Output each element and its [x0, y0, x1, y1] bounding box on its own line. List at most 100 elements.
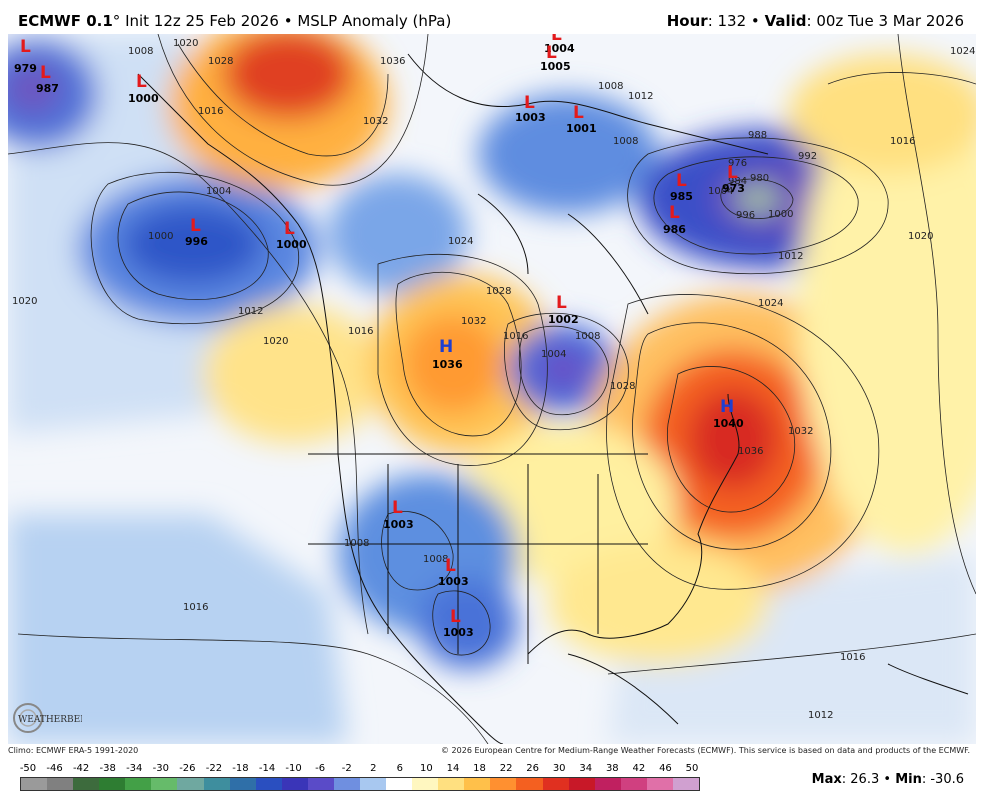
low-symbol: L	[669, 203, 680, 223]
colorbar-segment	[464, 778, 491, 790]
low-value: 1001	[566, 122, 597, 135]
colorbar-segment	[594, 778, 621, 790]
colorbar-segment	[307, 778, 334, 790]
valid-value: : 00z Tue 3 Mar 2026	[806, 12, 965, 30]
colorbar-segment	[568, 778, 595, 790]
colorbar-segment	[151, 778, 178, 790]
title-separator: •	[283, 12, 293, 30]
high-value: 1036	[432, 358, 463, 371]
colorbar-tick-label: 2	[370, 763, 377, 774]
colorbar-tick-label: 30	[552, 763, 566, 774]
colorbar-tick-label: 6	[396, 763, 404, 774]
contour-label: 1032	[788, 426, 813, 437]
high-value: 1040	[713, 417, 744, 430]
colorbar-tick-label: 46	[659, 763, 672, 774]
contour-label: 1012	[808, 710, 833, 721]
colorbar-segment	[646, 778, 673, 790]
contour-label: 1008	[598, 81, 623, 92]
map-title: ECMWF 0.1° Init 12z 25 Feb 2026 • MSLP A…	[18, 12, 451, 30]
product-name: MSLP Anomaly (hPa)	[297, 12, 452, 30]
weatherbell-logo: WEATHERBELL	[13, 703, 82, 733]
colorbar-tick-label: -18	[232, 763, 249, 774]
low-symbol: L	[450, 607, 461, 627]
low-symbol: L	[392, 498, 403, 518]
low-value: 1003	[443, 626, 474, 639]
low-value: 1000	[276, 238, 307, 251]
colorbar-segment	[360, 778, 387, 790]
low-symbol: L	[445, 556, 456, 576]
colorbar-tick-label: -34	[126, 763, 143, 774]
contour-label: 988	[748, 130, 767, 141]
colorbar-tick-label: -26	[179, 763, 196, 774]
low-value: 987	[36, 82, 59, 95]
isobars	[8, 34, 976, 744]
contour-label: 984	[728, 176, 747, 187]
contour-label: 1008	[613, 136, 638, 147]
contour-label: 1024	[448, 236, 473, 247]
low-symbol: L	[20, 37, 31, 57]
low-symbol: L	[727, 163, 738, 183]
low-value: 1003	[515, 111, 546, 124]
low-value: 979	[14, 62, 37, 75]
anomaly-field	[8, 34, 976, 744]
colorbar-segment	[516, 778, 543, 790]
low-symbol: L	[190, 216, 201, 236]
colorbar-segment	[490, 778, 517, 790]
high-symbol: H	[439, 337, 453, 357]
contour-label: 1016	[890, 136, 915, 147]
contour-label: 980	[750, 173, 769, 184]
low-value: 1004	[544, 42, 575, 55]
contour-label: 1008	[575, 331, 600, 342]
colorbar-tick-label: 14	[446, 763, 460, 774]
contour-label: 1012	[238, 306, 263, 317]
colorbar-segment	[177, 778, 204, 790]
contour-label: 1000	[768, 209, 793, 220]
model-name: ECMWF 0.1	[18, 12, 113, 30]
degree-symbol: °	[112, 12, 121, 30]
contour-label: 1032	[461, 316, 486, 327]
colorbar-segment	[386, 778, 413, 790]
low-value: 1002	[548, 313, 579, 326]
low-symbol: L	[556, 293, 567, 313]
contour-label: 1016	[840, 652, 865, 663]
low-value: 1003	[383, 518, 414, 531]
logo-text: WEATHERBELL	[18, 715, 82, 725]
low-symbol: L	[546, 43, 557, 63]
colorbar-segment	[47, 778, 74, 790]
stats-separator: •	[883, 772, 892, 787]
colorbar-segment	[333, 778, 361, 790]
low-symbol: L	[136, 72, 147, 92]
field-stats: Max: 26.3 • Min: -30.6	[812, 772, 964, 787]
colorbar-segment	[438, 778, 465, 790]
colorbar-tick-label: -6	[315, 763, 326, 774]
contour-label: 1008	[128, 46, 153, 57]
contour-label: 1012	[628, 91, 653, 102]
contour-label: 1036	[738, 446, 763, 457]
contour-label: 1020	[12, 296, 37, 307]
contour-label: 1020	[173, 38, 198, 49]
colorbar-tick-label: 38	[605, 763, 619, 774]
contour-label: 1008	[344, 538, 369, 549]
contour-label: 1016	[348, 326, 373, 337]
anomaly-map: 1008 1020 1028 1016 1036 1032 1004 1000 …	[8, 34, 976, 744]
hour-value: : 132	[707, 12, 747, 30]
contour-label: 1004	[206, 186, 231, 197]
colorbar-tick-label: 18	[473, 763, 486, 774]
colorbar-tick-label: -42	[72, 763, 90, 774]
colorbar-segment	[620, 778, 647, 790]
colorbar-tick-label: -46	[46, 763, 63, 774]
max-value: : 26.3	[841, 772, 880, 787]
colorbar-segment	[255, 778, 282, 790]
colorbar-ticks: -50 -46 -42 -38 -34 -30 -26 -22 -18 -14 -10 -6 -2 2 6 1…	[20, 763, 700, 777]
contour-label: 1024	[758, 298, 783, 309]
colorbar-tick-label: 10	[420, 763, 433, 774]
contour-label: 1016	[503, 331, 528, 342]
low-symbol: L	[40, 63, 51, 83]
low-symbol: L	[573, 103, 584, 123]
colorbar-segment	[672, 778, 700, 790]
colorbar-tick-label: -30	[152, 763, 169, 774]
colorbar-segment	[21, 778, 48, 790]
low-value: 1000	[128, 92, 159, 105]
colorbar-segment	[73, 778, 100, 790]
colorbar-tick-label: -22	[205, 763, 223, 774]
